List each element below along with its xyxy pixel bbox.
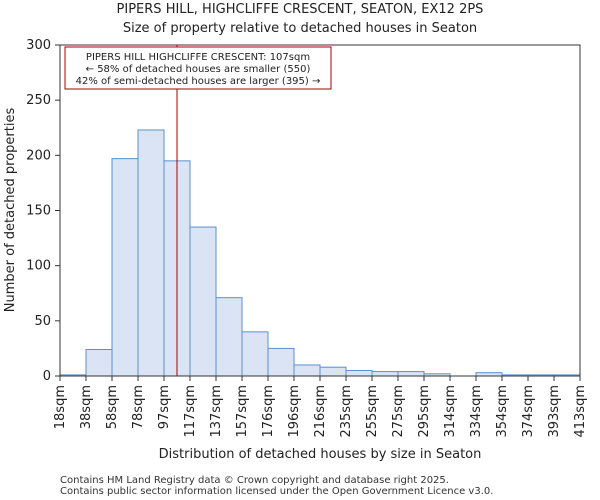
x-tick-label: 58sqm [105, 385, 120, 429]
x-tick-label: 334sqm [469, 385, 484, 438]
bar [267, 347, 295, 377]
x-tick-label: 255sqm [365, 385, 380, 438]
x-axis-label: Distribution of detached houses by size … [159, 447, 482, 462]
bar [319, 366, 347, 377]
bar [397, 371, 425, 377]
y-tick-label: 200 [26, 148, 51, 163]
x-tick-label: 196sqm [287, 385, 302, 438]
bar [215, 297, 243, 377]
bar [137, 129, 165, 377]
bar [371, 371, 399, 377]
annotation-line-3: 42% of semi-detached houses are larger (… [76, 76, 321, 87]
plot-frame [59, 44, 581, 377]
y-axis-label: Number of detached properties [3, 108, 18, 313]
annotation-frame [64, 46, 332, 90]
x-axis: 18sqm 38sqm 58sqm 78sqm 97sqm 117sqm 137sqm 157… [53, 376, 588, 438]
x-tick-label: 413sqm [573, 385, 588, 438]
bar [345, 369, 373, 377]
footer-line-1: Contains HM Land Registry data © Crown c… [60, 475, 449, 486]
x-tick-label: 314sqm [443, 385, 458, 438]
x-tick-label: 117sqm [183, 385, 198, 438]
bars [59, 129, 581, 377]
chart-title: PIPERS HILL, HIGHCLIFFE CRESCENT, SEATON… [117, 2, 484, 17]
x-tick-label: 275sqm [391, 385, 406, 438]
x-tick-label: 18sqm [53, 385, 68, 429]
x-tick-label: 97sqm [157, 385, 172, 429]
footer-line-2: Contains public sector information licen… [60, 486, 493, 497]
y-tick-label: 250 [26, 93, 51, 108]
annotation-line-2: ← 58% of detached houses are smaller (55… [86, 64, 311, 75]
y-tick-label: 100 [26, 259, 51, 274]
y-tick-label: 0 [43, 369, 51, 384]
bar [189, 226, 217, 377]
bar [293, 364, 321, 377]
annotation-line-1: PIPERS HILL HIGHCLIFFE CRESCENT: 107sqm [86, 52, 310, 63]
bar [241, 331, 269, 377]
chart-subtitle: Size of property relative to detached ho… [123, 21, 477, 36]
x-tick-label: 216sqm [313, 385, 328, 438]
x-tick-label: 354sqm [495, 385, 510, 438]
bar [85, 349, 113, 377]
x-tick-label: 176sqm [261, 385, 276, 438]
y-tick-label: 50 [34, 314, 51, 329]
annotation-box: PIPERS HILL HIGHCLIFFE CRESCENT: 107sqm … [64, 46, 332, 90]
x-tick-label: 137sqm [209, 385, 224, 438]
x-tick-label: 393sqm [547, 385, 562, 438]
x-tick-label: 157sqm [235, 385, 250, 438]
x-tick-label: 374sqm [521, 385, 536, 438]
y-axis: 0 50 100 150 200 250 300 [26, 38, 60, 384]
x-tick-label: 38sqm [79, 385, 94, 429]
y-tick-label: 150 [26, 204, 51, 219]
y-tick-label: 300 [26, 38, 51, 53]
x-tick-label: 295sqm [417, 385, 432, 438]
bar [111, 158, 139, 377]
x-tick-label: 78sqm [131, 385, 146, 429]
x-tick-label: 235sqm [339, 385, 354, 438]
